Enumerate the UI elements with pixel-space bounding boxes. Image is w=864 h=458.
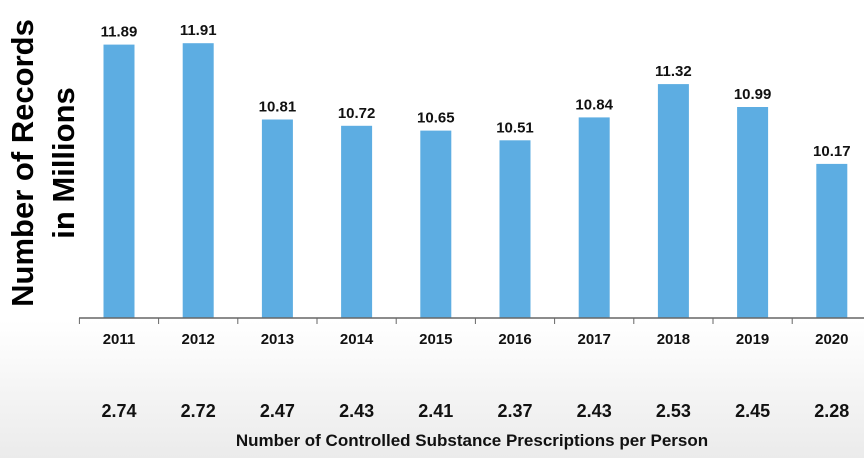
rate-label-2019: 2.45 [735,401,770,421]
bar-2018 [657,84,689,318]
bar-2019 [737,107,769,318]
data-label-2015: 10.65 [417,110,455,127]
data-label-2016: 10.51 [496,119,534,136]
bars-group: 11.89 11.91 10.81 10.72 10.65 10.51 10.84 11.32… [101,22,851,319]
rate-label-2017: 2.43 [577,401,612,421]
bar-2016 [499,140,531,318]
bar-2020 [816,163,848,318]
tick-label-2012: 2012 [182,331,215,348]
data-label-2020: 10.17 [813,143,851,160]
rate-label-2011: 2.74 [101,401,136,421]
tick-label-2020: 2020 [815,331,848,348]
data-label-2019: 10.99 [734,86,772,103]
bar-2013 [261,119,293,318]
rate-label-2012: 2.72 [181,401,216,421]
bar-2017 [578,117,610,319]
tick-label-2011: 2011 [103,331,136,348]
rate-label-2018: 2.53 [656,401,691,421]
rate-label-2020: 2.28 [814,401,849,421]
tick-label-2015: 2015 [419,331,452,348]
data-label-2014: 10.72 [338,105,376,122]
rate-label-2013: 2.47 [260,401,295,421]
data-label-2013: 10.81 [259,99,297,116]
tick-label-2018: 2018 [657,331,690,348]
data-label-2011: 11.89 [101,24,138,41]
tick-label-2013: 2013 [261,331,294,348]
x-axis-ticks: 2011 2012 2013 2014 2015 2016 2017 2018 2019 2020 [78,318,848,348]
tick-label-2017: 2017 [578,331,611,348]
y-axis-title-line2: in Millions [46,87,81,239]
data-label-2012: 11.91 [180,22,217,39]
data-label-2017: 10.84 [575,96,613,113]
y-axis-title: Number of Records in Millions [5,19,81,307]
bar-2014 [341,125,373,318]
rate-label-2016: 2.37 [497,401,532,421]
bar-2015 [420,130,452,318]
rate-label-2015: 2.41 [418,401,453,421]
tick-label-2019: 2019 [736,331,769,348]
tick-label-2016: 2016 [498,331,531,348]
x-axis-title: Number of Controlled Substance Prescript… [236,431,708,450]
bar-2011 [103,44,135,318]
data-label-2018: 11.32 [655,63,692,80]
rate-label-2014: 2.43 [339,401,374,421]
tick-label-2014: 2014 [340,331,374,348]
secondary-values-row: 2.74 2.72 2.47 2.43 2.41 2.37 2.43 2.53 2.45 2.28 [101,401,849,421]
y-axis-title-line1: Number of Records [5,19,40,307]
bar-2012 [182,43,214,318]
